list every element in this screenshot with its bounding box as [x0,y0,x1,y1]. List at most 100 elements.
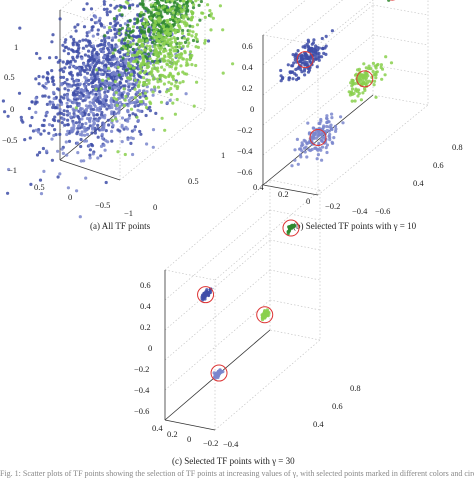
data-point [126,104,130,108]
data-point [160,36,165,40]
data-point [103,113,107,117]
data-point [373,72,377,76]
data-point [166,8,170,12]
data-point [118,80,122,84]
data-point [187,41,191,45]
data-point [120,26,124,30]
data-point [156,66,160,70]
data-point [77,103,81,108]
data-point [52,133,56,138]
data-point [138,26,142,30]
data-point [129,141,133,145]
panel-a-z-tick: −1 [8,165,17,175]
data-point [231,62,235,66]
data-point [168,8,173,12]
data-point [307,131,312,135]
data-point [45,149,49,153]
data-point [159,33,163,38]
data-point [310,49,314,53]
data-point [317,51,321,56]
data-point [79,137,83,142]
data-point [104,93,108,97]
data-point [38,178,43,182]
data-point [28,136,32,140]
data-point [51,103,56,107]
data-point [293,53,297,57]
data-point [90,52,94,57]
data-point [107,81,111,85]
data-point [142,12,146,16]
data-point [314,50,318,54]
data-point [131,29,135,33]
data-point [88,153,92,157]
data-point [64,38,68,42]
data-point [123,22,127,26]
data-point [91,92,95,96]
data-point [89,57,93,61]
data-point [103,148,107,152]
data-point [148,72,152,76]
data-point [358,78,362,82]
data-point [50,69,54,73]
panel-c-x-tick: −0.2 [203,438,218,448]
data-point [76,82,80,86]
data-point [104,129,108,133]
data-point [171,15,175,20]
data-point [145,39,149,43]
data-point [88,116,93,120]
data-point [107,26,112,30]
data-point [95,72,99,76]
data-point [139,67,143,71]
panel-b-z-tick: 0.2 [242,83,253,93]
data-point [314,54,318,58]
panel-b-y-tick: 0.6 [433,160,444,170]
data-point [214,376,218,380]
data-point [197,3,201,7]
data-point [103,90,107,94]
data-point [86,39,90,43]
data-point [138,109,142,113]
panel-a-z-tick: 1 [14,42,18,52]
data-point [53,115,57,119]
data-point [133,87,137,91]
data-point [165,0,169,3]
data-point [119,71,123,75]
data-point [354,89,358,93]
data-point [87,30,91,34]
data-point [87,49,91,53]
data-point [95,118,99,122]
data-point [172,4,176,8]
data-point [379,63,383,67]
data-point [160,65,164,69]
data-point [60,121,64,125]
data-point [115,103,119,107]
data-point [314,44,318,48]
data-point [119,5,123,9]
data-point [203,15,207,19]
panel-b-x-tick: 0.2 [278,189,289,199]
data-point [141,0,145,3]
data-point [294,73,298,77]
data-point [290,64,294,68]
data-point [143,91,147,95]
data-point [384,55,388,59]
data-point [103,67,107,71]
data-point [62,113,66,117]
panel-c-z-tick: −0.6 [134,406,149,416]
panel-a-y-tick: 0.5 [188,176,199,186]
data-point [98,96,102,100]
data-point [133,125,137,129]
data-point [145,44,149,48]
data-point [148,105,152,109]
data-point [116,82,120,86]
data-point [148,109,152,113]
data-point [75,97,80,101]
data-point [102,7,106,11]
data-point [63,40,67,44]
data-point [101,78,105,82]
data-point [58,172,62,176]
data-point [373,64,377,68]
data-point [104,103,108,107]
data-point [90,81,94,85]
data-point [84,139,89,143]
